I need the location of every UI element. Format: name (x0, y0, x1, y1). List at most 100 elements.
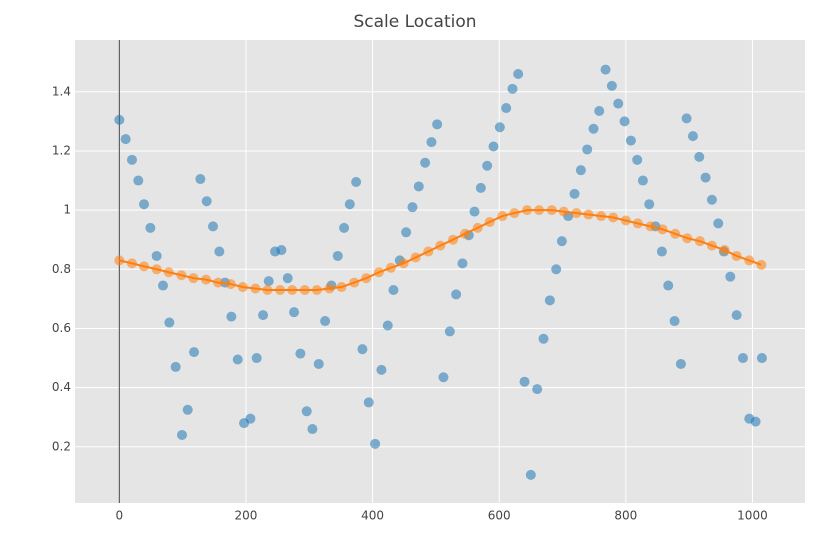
point (582, 144, 593, 155)
point (571, 208, 582, 219)
point (596, 211, 607, 222)
point (731, 250, 742, 261)
point (164, 317, 175, 328)
x-tick-label: 800 (614, 509, 637, 523)
point (637, 175, 648, 186)
point (619, 116, 630, 127)
point (311, 284, 322, 295)
point (519, 376, 530, 387)
point (472, 222, 483, 233)
point (195, 174, 206, 185)
point (114, 255, 125, 266)
y-tick-label: 0.8 (52, 262, 71, 276)
point (376, 364, 387, 375)
point (176, 429, 187, 440)
point (213, 277, 224, 288)
point (513, 69, 524, 80)
point (538, 333, 549, 344)
point (457, 258, 468, 269)
point (488, 141, 499, 152)
point (163, 267, 174, 278)
point (226, 311, 237, 322)
point (625, 135, 636, 146)
point (351, 177, 362, 188)
point (534, 205, 545, 216)
point (114, 114, 125, 125)
point (588, 123, 599, 134)
point (189, 347, 200, 358)
point (525, 469, 536, 480)
point (670, 228, 681, 239)
point (282, 273, 293, 284)
point (507, 83, 518, 94)
point (201, 274, 212, 285)
point (225, 279, 236, 290)
point (275, 284, 286, 295)
point (151, 264, 162, 275)
point (320, 316, 331, 327)
point (663, 280, 674, 291)
y-tick-label: 1.2 (52, 143, 71, 157)
point (451, 289, 462, 300)
point (176, 270, 187, 281)
point (410, 252, 421, 263)
point (188, 273, 199, 284)
point (432, 119, 443, 130)
point (494, 122, 505, 133)
point (373, 267, 384, 278)
point (120, 134, 131, 145)
point (556, 236, 567, 247)
point (675, 358, 686, 369)
point (687, 131, 698, 142)
point (301, 406, 312, 417)
point (656, 246, 667, 257)
point (681, 113, 692, 124)
point (475, 182, 486, 193)
point (532, 384, 543, 395)
point (361, 273, 372, 284)
point (438, 372, 449, 383)
point (706, 194, 717, 205)
point (737, 353, 748, 364)
y-tick-label: 1.4 (52, 84, 71, 98)
point (214, 246, 225, 257)
point (407, 202, 418, 213)
point (583, 209, 594, 220)
point (324, 283, 335, 294)
point (606, 80, 617, 91)
point (126, 258, 137, 269)
point (385, 262, 396, 273)
point (435, 240, 446, 251)
point (382, 320, 393, 331)
point (170, 361, 181, 372)
x-tick-label: 600 (488, 509, 511, 523)
point (401, 227, 412, 238)
point (426, 137, 437, 148)
point (287, 284, 298, 295)
point (546, 205, 557, 216)
point (469, 206, 480, 217)
point (644, 199, 655, 210)
point (501, 103, 512, 114)
point (295, 348, 306, 359)
point (307, 424, 318, 435)
point (363, 397, 374, 408)
point (208, 221, 219, 232)
point (509, 208, 520, 219)
point (600, 64, 611, 75)
point (349, 277, 360, 288)
point (575, 165, 586, 176)
point (126, 154, 137, 165)
point (756, 259, 767, 270)
point (151, 250, 162, 261)
point (357, 344, 368, 355)
point (620, 215, 631, 226)
point (250, 283, 261, 294)
point (133, 175, 144, 186)
point (332, 250, 343, 261)
point (632, 154, 643, 165)
point (569, 188, 580, 199)
point (237, 282, 248, 293)
point (388, 284, 399, 295)
